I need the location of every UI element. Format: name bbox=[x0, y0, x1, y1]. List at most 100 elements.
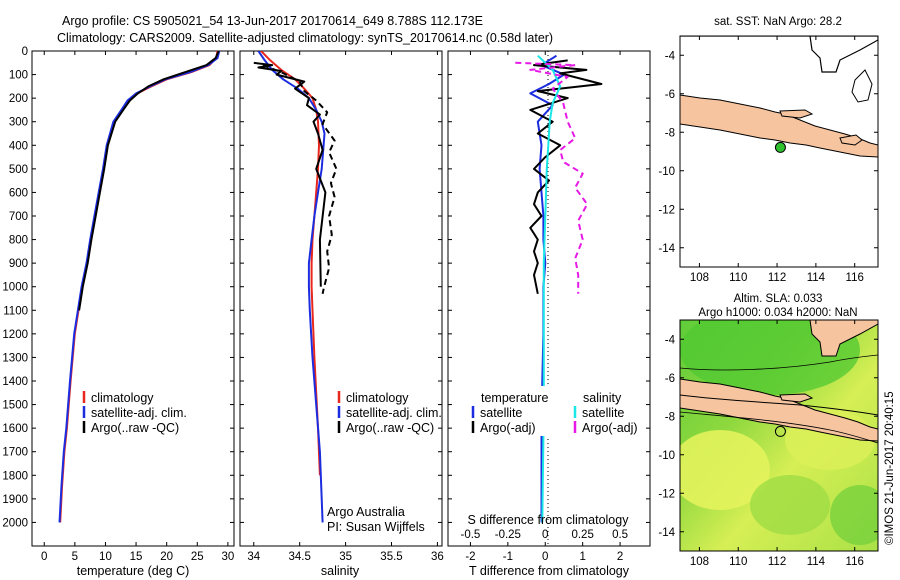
salinity-axis-ticks: 34 34.5 35 35.5 36 bbox=[247, 51, 444, 563]
legend-label-t-argo: Argo(-adj) bbox=[480, 421, 536, 435]
x-tick-label: -2 bbox=[465, 551, 475, 563]
contour-line bbox=[680, 411, 878, 444]
difference-depth-ticks bbox=[448, 50, 650, 523]
lat-tick-label: -4 bbox=[665, 50, 676, 62]
x-tick-label: 1 bbox=[579, 551, 585, 563]
lon-tick-label: 112 bbox=[768, 556, 786, 568]
x-tick-label: 34 bbox=[247, 551, 260, 563]
x-tick-label: -1 bbox=[503, 551, 513, 563]
depth-tick-label: 1000 bbox=[2, 282, 28, 294]
difference-legend-bg bbox=[470, 386, 640, 436]
depth-tick-label: 700 bbox=[9, 211, 28, 223]
temperature-legend: climatology satellite-adj. clim. Argo(..… bbox=[82, 391, 187, 435]
salinity-depth-ticks bbox=[240, 50, 442, 523]
lat-tick-label: -14 bbox=[658, 243, 675, 255]
imos-credit: ©IMOS 21-Jun-2017 20:40:15 bbox=[884, 391, 896, 545]
depth-tick-label: 300 bbox=[9, 117, 28, 129]
temperature-series bbox=[58, 51, 221, 523]
sla-map-frame bbox=[679, 319, 879, 552]
lat-tick-label: -12 bbox=[658, 488, 675, 500]
depth-tick-label: 2000 bbox=[2, 517, 28, 529]
temperature-xlabel: temperature (deg C) bbox=[77, 564, 190, 578]
series-line-temperature-satellite bbox=[529, 54, 565, 523]
s-diff-tick-label: 0.25 bbox=[571, 529, 593, 541]
lat-tick-label: -12 bbox=[658, 204, 675, 216]
legend-label-satellite: satellite-adj. clim. bbox=[346, 406, 442, 420]
depth-tick-label: 1200 bbox=[2, 329, 28, 341]
lat-tick-label: -8 bbox=[665, 127, 675, 139]
depth-tick-label: 1300 bbox=[2, 352, 28, 364]
contour-line bbox=[680, 394, 878, 416]
program-annotation: Argo Australia bbox=[327, 505, 405, 519]
x-tick-label: 10 bbox=[99, 551, 112, 563]
x-tick-label: 25 bbox=[191, 551, 204, 563]
depth-tick-label: 800 bbox=[9, 235, 28, 247]
legend-label-t-satellite: satellite bbox=[480, 406, 522, 420]
s-difference-axis-ticks: -0.5 -0.25 0 0.25 0.5 bbox=[461, 529, 629, 541]
sla-green-patch bbox=[680, 320, 860, 395]
lon-tick-label: 110 bbox=[729, 272, 747, 284]
depth-tick-label: 1500 bbox=[2, 400, 28, 412]
legend-title-temperature: temperature bbox=[481, 391, 548, 405]
x-tick-label: 30 bbox=[221, 551, 234, 563]
float-position-marker bbox=[774, 141, 786, 153]
t-difference-xlabel: T difference from climatology bbox=[469, 564, 630, 578]
s-diff-tick-label: 0.5 bbox=[612, 529, 628, 541]
series-line-salinity-argo-adj- bbox=[515, 61, 589, 294]
figure-title-line2: Climatology: CARS2009. Satellite-adjuste… bbox=[57, 31, 553, 45]
depth-tick-label: 1800 bbox=[2, 470, 28, 482]
legend-label-argo: Argo(..raw -QC) bbox=[346, 421, 434, 435]
salinity-legend: climatology satellite-adj. clim. Argo(..… bbox=[337, 391, 442, 435]
lat-tick-label: -6 bbox=[665, 373, 675, 385]
sla-green-patch bbox=[830, 485, 878, 545]
temperature-axis-ticks: 0 5 10 15 20 25 30 bbox=[41, 51, 234, 563]
java-shape bbox=[680, 378, 878, 442]
x-tick-label: 36 bbox=[431, 551, 444, 563]
lat-tick-label: -14 bbox=[658, 527, 675, 539]
s-diff-tick-label: -0.5 bbox=[461, 529, 481, 541]
sla-map-panel: Altim. SLA: 0.033 Argo h1000: 0.034 h200… bbox=[658, 293, 879, 568]
difference-series bbox=[515, 54, 603, 523]
salinity-series bbox=[253, 51, 338, 523]
legend-title-salinity: salinity bbox=[583, 391, 622, 405]
borneo-coast-shape bbox=[680, 36, 878, 73]
difference-axis-ticks: -2 -1 0 1 2 bbox=[465, 51, 623, 563]
figure-title-line1: Argo profile: CS 5905021_54 13-Jun-2017 … bbox=[62, 14, 483, 28]
lon-tick-label: 114 bbox=[807, 556, 826, 568]
sla-yellow-patch bbox=[680, 430, 770, 510]
salinity-xlabel: salinity bbox=[321, 564, 360, 578]
legend-label-climatology: climatology bbox=[346, 391, 409, 405]
bali-lombok-shape bbox=[839, 134, 863, 146]
sla-map-lon-ticks: 108 110 112 114 116 bbox=[690, 320, 864, 568]
s-difference-label: S difference from climatology bbox=[468, 513, 630, 527]
series-line-argo-raw-qc-dashed bbox=[262, 64, 338, 295]
legend-label-satellite: satellite-adj. clim. bbox=[91, 406, 187, 420]
salinity-axes-frame bbox=[239, 50, 443, 547]
sst-map-land bbox=[680, 36, 878, 158]
depth-tick-label: 500 bbox=[9, 164, 28, 176]
lat-tick-label: -6 bbox=[665, 89, 675, 101]
sst-map-title: sat. SST: NaN Argo: 28.2 bbox=[714, 16, 842, 28]
x-tick-label: 2 bbox=[617, 551, 623, 563]
legend-label-climatology: climatology bbox=[91, 391, 154, 405]
lon-tick-label: 110 bbox=[729, 556, 747, 568]
s-diff-tick-label: 0 bbox=[542, 529, 548, 541]
depth-axis-ticks: 0 100 200 300 400 500 600 700 800 900 1000 1100 1200… bbox=[2, 46, 234, 529]
pi-annotation: PI: Susan Wijffels bbox=[327, 520, 425, 534]
float-position-marker bbox=[774, 425, 786, 437]
x-tick-label: 5 bbox=[72, 551, 78, 563]
lon-tick-label: 108 bbox=[690, 556, 709, 568]
lon-tick-label: 108 bbox=[690, 272, 709, 284]
temperature-axes-frame bbox=[31, 50, 235, 547]
x-tick-label: 35 bbox=[339, 551, 352, 563]
sst-map-panel: sat. SST: NaN Argo: 28.2 108 110 112 114 116… bbox=[658, 16, 879, 284]
difference-legend: temperature satellite Argo(-adj) salinit… bbox=[471, 391, 638, 435]
depth-tick-label: 1600 bbox=[2, 423, 28, 435]
sla-map-title-line1: Altim. SLA: 0.033 bbox=[734, 293, 823, 305]
lat-tick-label: -4 bbox=[665, 334, 676, 346]
depth-tick-label: 200 bbox=[9, 93, 28, 105]
madura-shape bbox=[779, 393, 814, 403]
x-tick-label: 15 bbox=[130, 551, 143, 563]
depth-tick-label: 900 bbox=[9, 258, 28, 270]
depth-tick-label: 1700 bbox=[2, 447, 28, 459]
